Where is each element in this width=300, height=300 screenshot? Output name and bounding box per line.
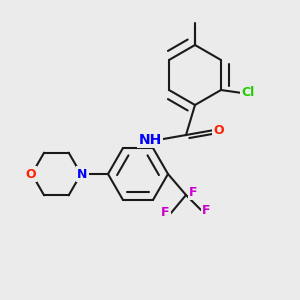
Text: F: F <box>161 206 170 220</box>
Text: O: O <box>214 124 224 137</box>
Text: F: F <box>202 203 211 217</box>
Text: F: F <box>189 185 198 199</box>
Text: Cl: Cl <box>242 86 255 100</box>
Text: O: O <box>25 167 36 181</box>
Text: N: N <box>77 167 88 181</box>
Text: NH: NH <box>138 133 162 146</box>
